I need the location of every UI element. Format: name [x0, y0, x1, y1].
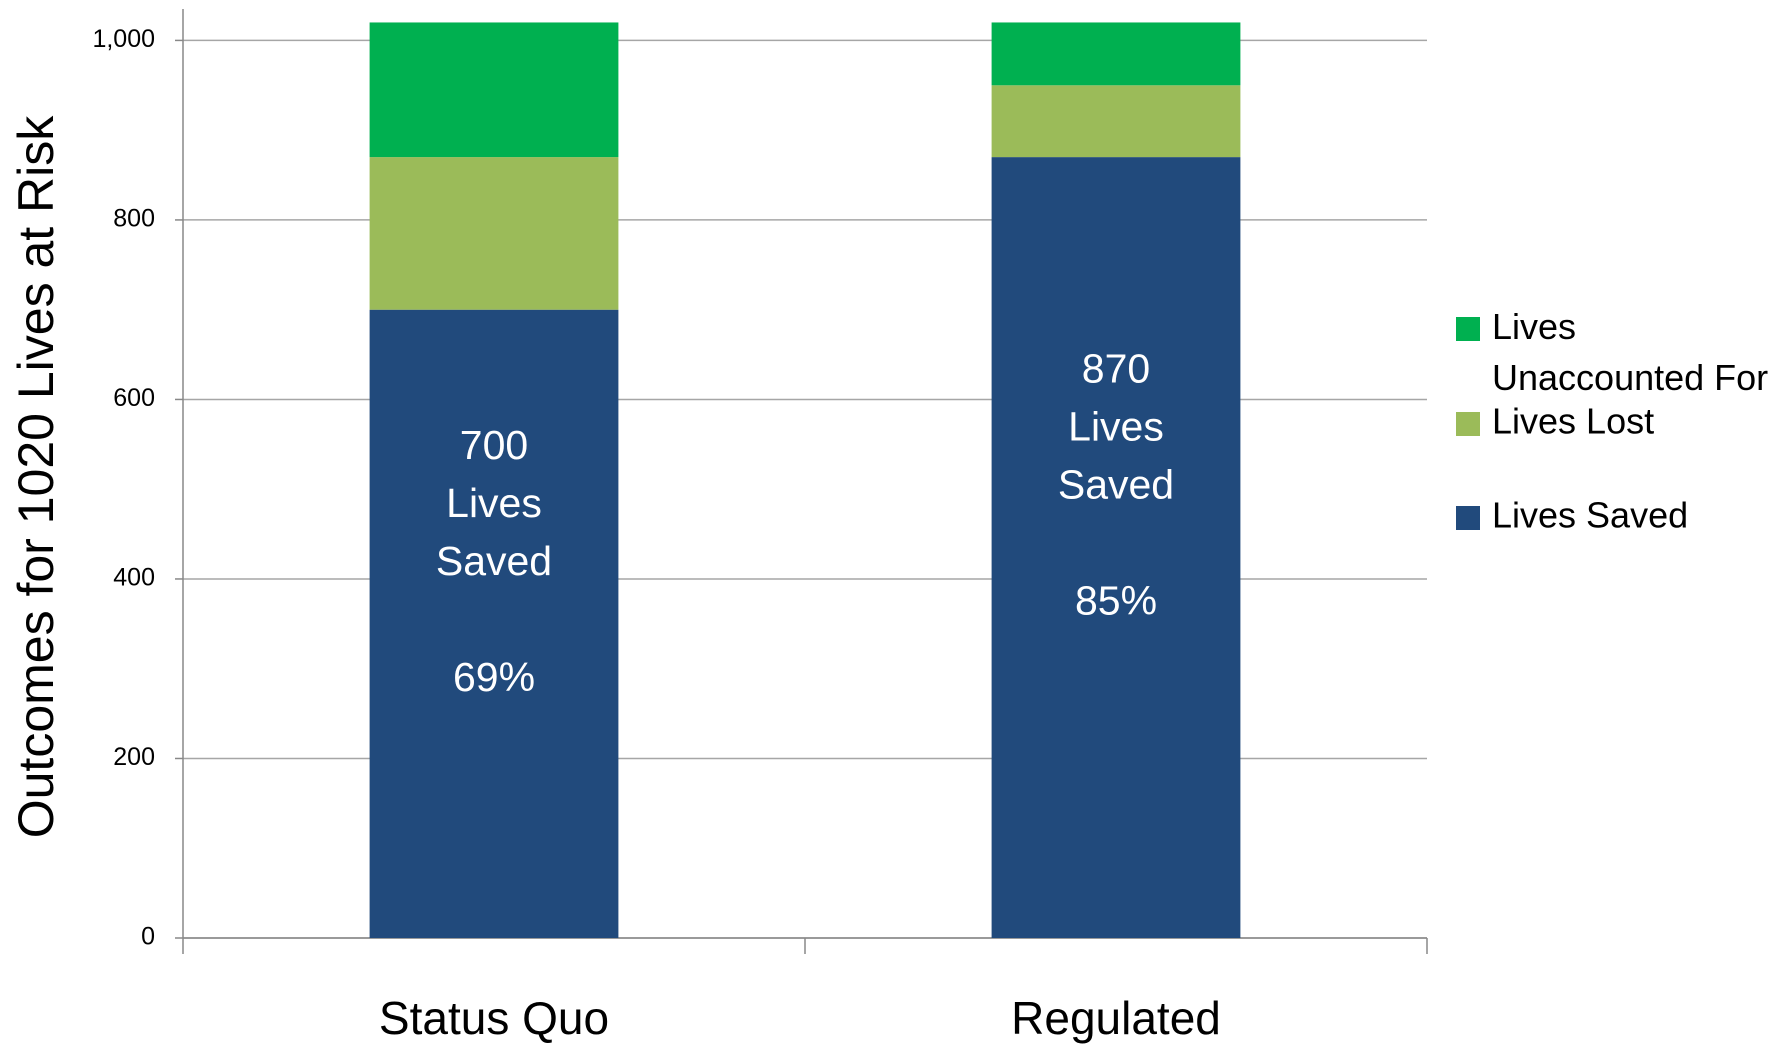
- y-tick-label: 600: [113, 384, 155, 412]
- legend-swatch: [1456, 317, 1480, 341]
- x-tick-label: Status Quo: [379, 992, 609, 1044]
- legend-swatch: [1456, 412, 1480, 436]
- data-label: 870 Lives Saved 85%: [1058, 345, 1174, 623]
- y-tick-label: 200: [113, 743, 155, 771]
- y-tick-label: 800: [113, 205, 155, 233]
- legend-label: Lives Lost: [1492, 401, 1654, 442]
- bar-segment: [369, 22, 619, 158]
- legend-swatch: [1456, 506, 1480, 530]
- y-tick-label: 1,000: [92, 25, 155, 53]
- y-tick-label: 0: [141, 923, 155, 951]
- legend-label: Lives Saved: [1492, 495, 1688, 536]
- x-tick-label: Regulated: [1011, 992, 1221, 1044]
- bar-segment: [991, 157, 1241, 939]
- y-axis-title: Outcomes for 1020 Lives at Risk: [8, 115, 64, 839]
- bar-segment: [369, 157, 619, 310]
- y-tick-label: 400: [113, 564, 155, 592]
- legend-label: Lives Unaccounted For: [1492, 306, 1768, 398]
- bar-segment: [991, 22, 1241, 86]
- data-label: 700 Lives Saved 69%: [436, 422, 552, 700]
- bar-segment: [991, 85, 1241, 158]
- bar-segment: [369, 309, 619, 939]
